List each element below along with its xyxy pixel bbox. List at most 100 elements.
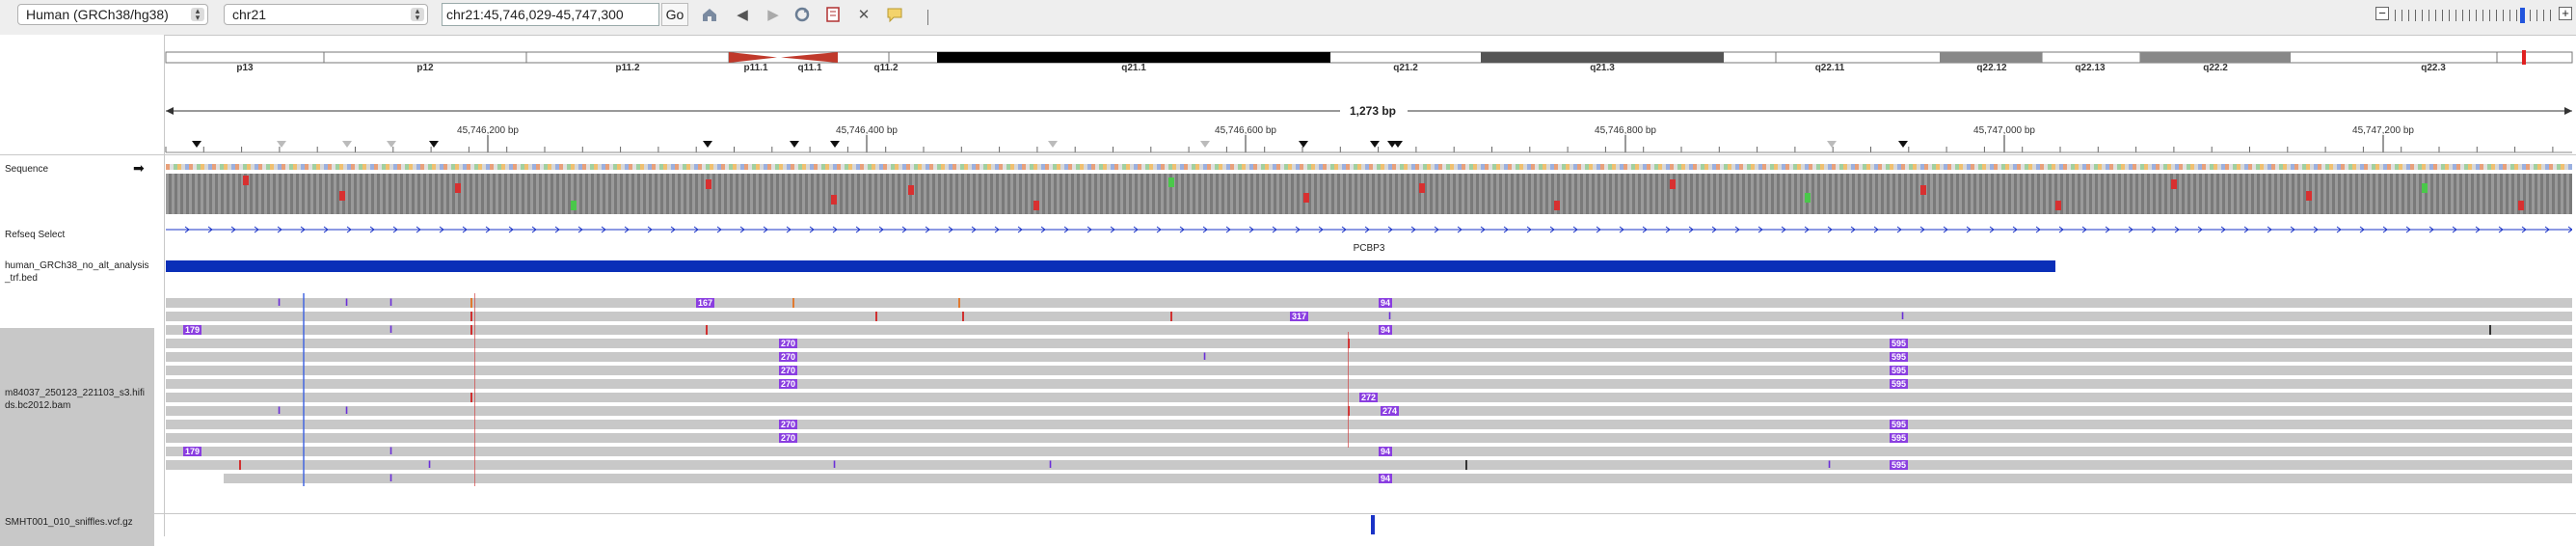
base-cell	[1751, 164, 1755, 170]
strand-chevron-icon	[1133, 226, 1139, 233]
insertion-badge[interactable]: 270	[779, 339, 798, 348]
strand-chevron-icon	[971, 226, 977, 233]
base-cell	[1419, 164, 1423, 170]
insertion-badge[interactable]: 317	[1290, 312, 1309, 321]
alignment-stripe	[2150, 174, 2153, 214]
ruler-toggle-icon[interactable]	[927, 10, 928, 25]
sequence-track-name[interactable]: Sequence	[5, 164, 49, 175]
strand-chevron-icon	[1248, 226, 1254, 233]
insertion-badge[interactable]: 595	[1890, 352, 1909, 362]
base-cell	[1284, 164, 1288, 170]
insertion-badge[interactable]: 595	[1890, 420, 1909, 429]
base-cell	[2499, 164, 2503, 170]
zoom-out-button[interactable]: −	[2375, 7, 2389, 20]
read[interactable]	[166, 433, 2572, 443]
insertion-badge[interactable]: 94	[1379, 298, 1393, 308]
insertion-badge[interactable]: 270	[779, 420, 798, 429]
read[interactable]	[166, 447, 2572, 456]
insertion-badge[interactable]: 94	[1379, 447, 1393, 456]
tandem-repeat-feature[interactable]	[166, 260, 2055, 272]
trf-track-name-line2[interactable]: _trf.bed	[5, 273, 38, 284]
insertion-marker-icon[interactable]: I	[389, 324, 393, 336]
refseq-gene-feature[interactable]	[166, 224, 2572, 235]
insertion-badge[interactable]: 167	[696, 298, 715, 308]
sequence-track[interactable]	[166, 162, 2572, 216]
read[interactable]	[1390, 298, 2572, 308]
insertion-badge[interactable]: 270	[779, 379, 798, 389]
read[interactable]	[224, 474, 2572, 483]
read[interactable]	[166, 366, 2572, 375]
base-cell	[829, 164, 833, 170]
chromosome-dropdown[interactable]: chr21 ▴ ▾	[224, 4, 428, 25]
base-cell	[374, 164, 378, 170]
insertion-badge[interactable]: 270	[779, 366, 798, 375]
insertion-marker-icon[interactable]: I	[1203, 351, 1207, 363]
read[interactable]	[166, 352, 2572, 362]
genomic-ruler[interactable]	[0, 96, 2576, 156]
zoom-in-button[interactable]: +	[2559, 7, 2572, 20]
region-navigator-icon[interactable]	[823, 6, 843, 25]
bam-track-name-line1[interactable]: m84037_250123_221103_s3.hifi	[5, 388, 145, 398]
insertion-marker-icon[interactable]: I	[428, 459, 432, 471]
structural-variant-call[interactable]	[1371, 515, 1375, 534]
base-cell	[2183, 164, 2187, 170]
insertion-badge[interactable]: 272	[1359, 393, 1379, 402]
insertion-marker-icon[interactable]: I	[833, 459, 837, 471]
insertion-marker-icon[interactable]: I	[1049, 459, 1053, 471]
refseq-track-name[interactable]: Refseq Select	[5, 230, 66, 240]
read[interactable]	[166, 339, 2572, 348]
insertion-badge[interactable]: 595	[1890, 339, 1909, 348]
zoom-slider[interactable]	[2395, 6, 2555, 25]
insertion-marker-icon[interactable]: I	[389, 446, 393, 457]
refresh-icon[interactable]	[792, 6, 812, 25]
locus-input[interactable]: chr21:45,746,029-45,747,300	[442, 3, 659, 26]
back-arrow-icon[interactable]: ◀	[737, 7, 748, 23]
insertion-marker-icon[interactable]: I	[389, 473, 393, 484]
alignment-stripe	[1427, 174, 1430, 214]
insertion-marker-icon[interactable]: I	[389, 297, 393, 309]
home-icon[interactable]	[700, 6, 719, 25]
resize-to-window-icon[interactable]: ✕	[857, 7, 871, 23]
insertion-badge[interactable]: 179	[183, 447, 202, 456]
popup-text-icon[interactable]	[885, 6, 904, 25]
vcf-track-name[interactable]: SMHT001_010_sniffles.vcf.gz	[5, 517, 133, 528]
insertion-badge[interactable]: 94	[1379, 474, 1393, 483]
alignment-reads-area[interactable]: 167 94 317 179 94 270 595 270 595 270 59…	[166, 293, 2572, 486]
insertion-badge[interactable]: 270	[779, 352, 798, 362]
trf-track-name-line1[interactable]: human_GRCh38_no_alt_analysis	[5, 260, 149, 271]
read[interactable]	[166, 406, 2572, 416]
insertion-badge[interactable]: 595	[1890, 460, 1909, 470]
bam-track-name-line2[interactable]: ds.bc2012.bam	[5, 400, 71, 411]
genome-dropdown[interactable]: Human (GRCh38/hg38) ▴ ▾	[17, 4, 208, 25]
insertion-badge[interactable]: 94	[1379, 325, 1393, 335]
insertion-marker-icon[interactable]: I	[1828, 459, 1832, 471]
go-button[interactable]: Go	[661, 3, 688, 26]
alignment-stripe	[2225, 174, 2228, 214]
insertion-marker-icon[interactable]: I	[345, 297, 349, 309]
forward-arrow-icon[interactable]: ▶	[767, 7, 779, 23]
insertion-badge[interactable]: 595	[1890, 366, 1909, 375]
read[interactable]	[166, 312, 2572, 321]
insertion-badge[interactable]: 274	[1381, 406, 1400, 416]
strand-chevron-icon	[2267, 226, 2272, 233]
chromosome-ideogram[interactable]	[0, 35, 2576, 69]
insertion-marker-icon[interactable]: I	[345, 405, 349, 417]
alignment-stripe	[1803, 174, 1806, 214]
insertion-badge[interactable]: 595	[1890, 379, 1909, 389]
alignment-stripe	[432, 174, 435, 214]
strand-arrow-icon[interactable]: ➡	[133, 160, 145, 176]
insertion-marker-icon[interactable]: I	[1388, 311, 1392, 322]
insertion-marker-icon[interactable]: I	[278, 297, 282, 309]
read[interactable]	[166, 460, 2572, 470]
insertion-marker-icon[interactable]: I	[1901, 311, 1905, 322]
insertion-badge[interactable]: 179	[183, 325, 202, 335]
base-cell	[1334, 164, 1338, 170]
read[interactable]	[166, 325, 2572, 335]
read[interactable]	[166, 298, 1386, 308]
insertion-badge[interactable]: 595	[1890, 433, 1909, 443]
insertion-marker-icon[interactable]: I	[278, 405, 282, 417]
insertion-badge[interactable]: 270	[779, 433, 798, 443]
ruler-marker-icon	[1048, 141, 1058, 148]
read[interactable]	[166, 379, 2572, 389]
read[interactable]	[166, 420, 2572, 429]
